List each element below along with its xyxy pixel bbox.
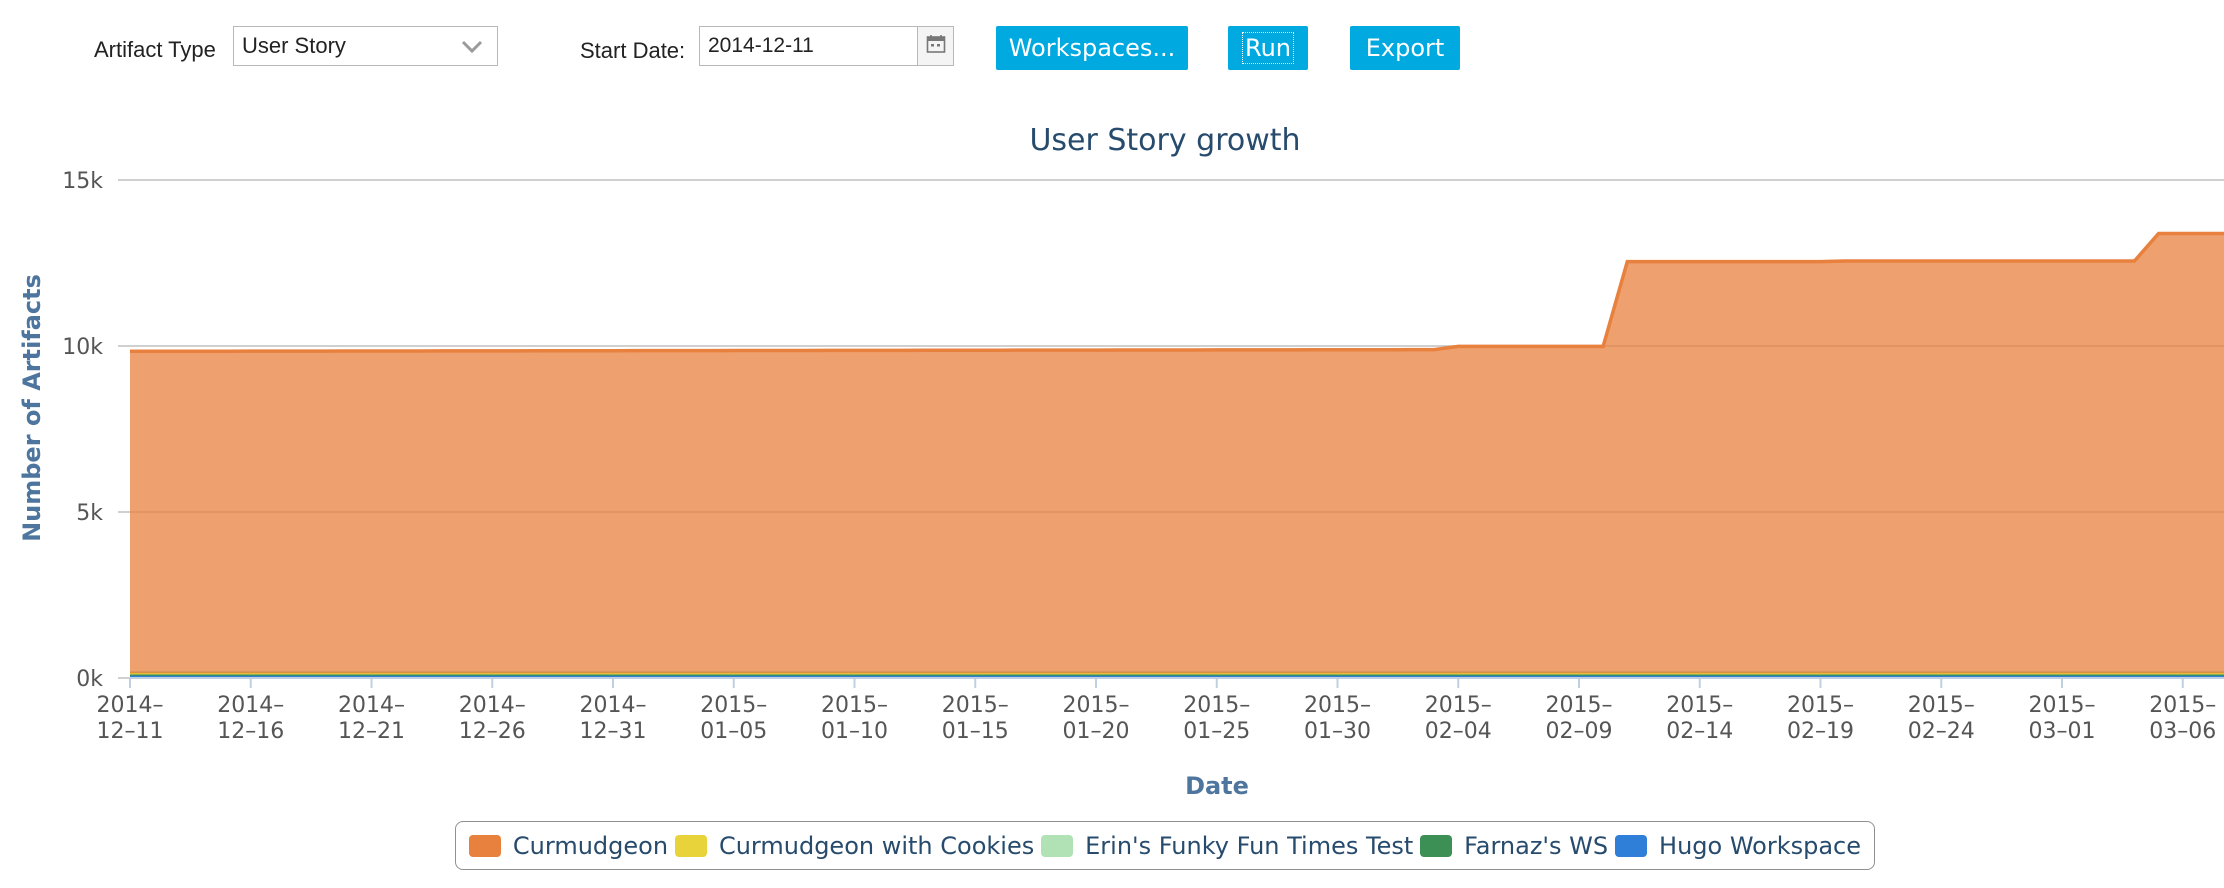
start-date-label: Start Date: xyxy=(580,38,686,63)
area-series xyxy=(129,231,2224,678)
x-tick-label: 2015– 02–09 xyxy=(1546,693,1613,744)
x-tick-label: 2015– 01–15 xyxy=(942,693,1009,744)
x-tick-label: 2015– 01–30 xyxy=(1304,693,1371,744)
run-button-label: Run xyxy=(1241,32,1295,64)
x-tick-label: 2015– 01–20 xyxy=(1063,693,1130,744)
run-button[interactable]: Run xyxy=(1228,26,1308,70)
legend-label: Erin's Funky Fun Times Test xyxy=(1085,831,1414,860)
y-tick-label: 10k xyxy=(62,335,103,360)
legend-label: Curmudgeon with Cookies xyxy=(718,831,1035,860)
legend-swatch xyxy=(1041,834,1074,857)
chart-title: User Story growth xyxy=(1029,123,1300,158)
export-button[interactable]: Export xyxy=(1350,26,1460,70)
x-tick-label: 2015– 03–01 xyxy=(2029,693,2096,744)
x-tick-label: 2014– 12–26 xyxy=(459,693,526,744)
x-axis-title: Date xyxy=(1185,772,1249,800)
x-tick-label: 2015– 02–19 xyxy=(1787,693,1854,744)
x-tick-label: 2014– 12–11 xyxy=(97,693,164,744)
y-axis-title: Number of Artifacts xyxy=(18,274,46,542)
x-tick-label: 2015– 02–24 xyxy=(1908,693,1975,744)
toolbar: Artifact Type User Story Start Date: 201… xyxy=(0,0,2224,90)
y-tick-label: 0k xyxy=(76,667,103,692)
series-line xyxy=(129,231,2224,354)
x-tick-label: 2015– 02–04 xyxy=(1425,693,1492,744)
x-tick-label: 2014– 12–31 xyxy=(580,693,647,744)
date-picker-button[interactable] xyxy=(917,26,954,66)
legend-item[interactable]: Erin's Funky Fun Times Test xyxy=(1041,832,1413,860)
artifact-type-select[interactable]: User Story xyxy=(233,26,498,66)
legend-item[interactable]: Curmudgeon with Cookies xyxy=(674,831,1035,860)
artifact-type-value: User Story xyxy=(242,33,346,58)
chart-legend: Curmudgeon Curmudgeon with Cookies Erin's … xyxy=(455,821,1875,870)
calendar-icon xyxy=(926,34,946,58)
growth-chart: 0k 5k 10k 15k 2014– 12–11 2014– 12–16 2014– 12–21… xyxy=(18,123,2224,800)
x-tick-label: 2015– 02–14 xyxy=(1666,693,1733,744)
axes: 0k 5k 10k 15k 2014– 12–11 2014– 12–16 2014– 12–21… xyxy=(62,169,2224,744)
series-area xyxy=(130,233,2224,674)
workspaces-button[interactable]: Workspaces... xyxy=(996,26,1188,70)
x-tick-label: 2014– 12–16 xyxy=(217,693,284,744)
legend-label: Farnaz's WS xyxy=(1464,831,1609,860)
legend-swatch xyxy=(468,834,501,857)
x-tick-label: 2015– 03–06 xyxy=(2149,693,2216,744)
artifact-type-label: Artifact Type xyxy=(94,37,216,62)
chevron-down-icon xyxy=(459,33,485,65)
legend-label: Hugo Workspace xyxy=(1659,831,1862,860)
legend-swatch xyxy=(1615,834,1648,857)
legend-swatch xyxy=(1420,834,1453,857)
x-tick-label: 2015– 01–10 xyxy=(821,693,888,744)
y-tick-label: 5k xyxy=(76,501,103,526)
legend-item[interactable]: Curmudgeon xyxy=(468,831,669,860)
legend-item[interactable]: Farnaz's WS xyxy=(1420,832,1608,860)
start-date-input[interactable]: 2014-12-11 xyxy=(699,26,917,66)
x-tick-label: 2015– 01–05 xyxy=(700,693,767,744)
legend-label: Curmudgeon xyxy=(512,831,669,860)
y-tick-label: 15k xyxy=(62,169,103,194)
start-date-value: 2014-12-11 xyxy=(708,34,814,57)
legend-item[interactable]: Hugo Workspace xyxy=(1615,832,1861,860)
x-tick-label: 2015– 01–25 xyxy=(1183,693,1250,744)
legend-swatch xyxy=(674,834,707,857)
x-tick-label: 2014– 12–21 xyxy=(338,693,405,744)
